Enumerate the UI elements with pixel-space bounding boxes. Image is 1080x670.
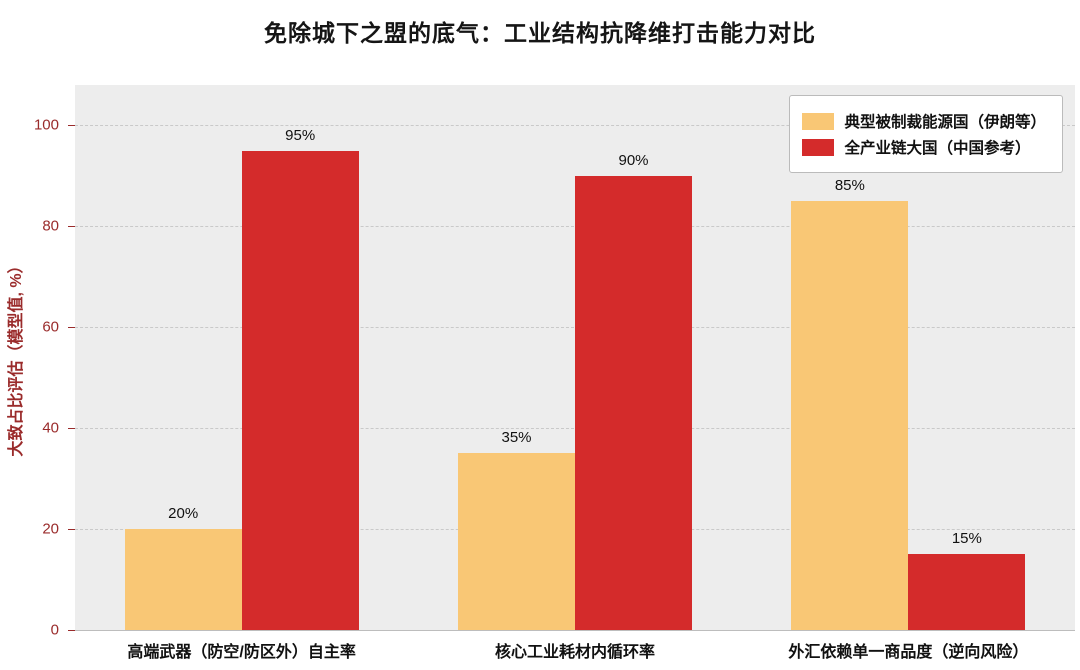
plot-area: 20% 95% 35% 90% 85% 15% 典型被制裁能源国（伊朗等） 全产业链大国（中… — [34, 85, 1075, 639]
gridline-100 — [75, 125, 1075, 127]
y-tick-label-20: 20 — [42, 520, 59, 538]
bar-series0-cat0 — [124, 529, 242, 630]
y-tick-mark-60 — [68, 327, 75, 329]
bar-series1-cat0 — [241, 150, 359, 630]
bar-value-label: 95% — [285, 126, 316, 144]
legend-swatch-icon — [802, 138, 835, 156]
y-tick-mark-100 — [68, 125, 75, 127]
y-tick-mark-80 — [68, 226, 75, 228]
legend-label: 全产业链大国（中国参考） — [844, 140, 1031, 157]
bar-value-label: 35% — [501, 429, 532, 447]
bar-value-label: 90% — [618, 151, 649, 169]
x-tick-label-1: 核心工业耗材内循环率 — [494, 644, 656, 661]
y-tick-label-60: 60 — [42, 318, 59, 336]
y-tick-label-100: 100 — [33, 116, 59, 134]
legend-box: 典型被制裁能源国（伊朗等） 全产业链大国（中国参考） — [789, 95, 1063, 173]
y-tick-label-0: 0 — [50, 621, 59, 639]
bar-value-label: 85% — [834, 177, 865, 195]
bar-value-label: 20% — [168, 505, 199, 523]
bar-value-label: 15% — [951, 530, 982, 548]
bar-series1-cat1 — [575, 175, 692, 630]
bar-series0-cat1 — [458, 453, 575, 630]
x-tick-label-2: 外汇依赖单一商品度（逆向风险） — [788, 644, 1029, 661]
bar-series0-cat2 — [791, 201, 909, 630]
legend-swatch-icon — [802, 112, 835, 130]
y-tick-mark-20 — [68, 529, 75, 531]
chart-title: 免除城下之盟的底气：工业结构抗降维打击能力对比 — [264, 20, 816, 46]
y-tick-label-40: 40 — [42, 419, 59, 437]
legend-label: 典型被制裁能源国（伊朗等） — [844, 114, 1046, 131]
y-tick-mark-0 — [68, 630, 75, 631]
y-axis-label: 大致占比评估（模型值, %） — [8, 257, 25, 457]
y-tick-label-80: 80 — [42, 217, 59, 235]
legend-item-0: 典型被制裁能源国（伊朗等） — [802, 110, 1046, 132]
bar-series1-cat2 — [908, 554, 1026, 630]
y-tick-mark-40 — [68, 428, 75, 430]
legend-item-1: 全产业链大国（中国参考） — [802, 136, 1046, 158]
x-tick-label-0: 高端武器（防空/防区外）自主率 — [127, 644, 356, 661]
